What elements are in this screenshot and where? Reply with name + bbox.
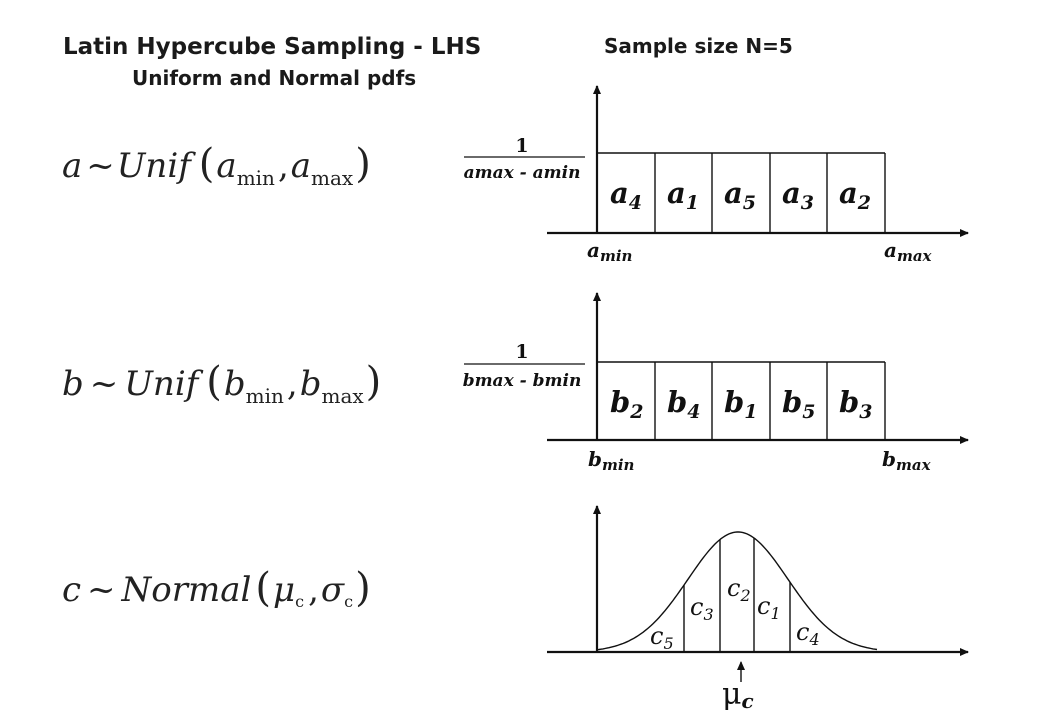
cell-a-3: a3 <box>782 176 814 214</box>
page-subtitle: Uniform and Normal pdfs <box>132 66 417 90</box>
cell-c-1: c1 <box>757 592 781 623</box>
equation-c: c ~ Normal (μc ,σc) <box>62 565 371 611</box>
density-a-numerator: 1 <box>515 135 528 157</box>
normal-pdf-curve <box>596 531 878 651</box>
cell-b-5: b5 <box>782 385 816 423</box>
cell-b-4: b4 <box>667 385 701 423</box>
plot-b: b2 b4 b1 b5 b3 1 bmax - bmin bmin bmax <box>463 292 969 474</box>
cell-b-1: b1 <box>724 385 758 423</box>
mean-label: μc <box>722 677 754 713</box>
cell-b-3: b3 <box>839 385 873 423</box>
normal-strata-dividers <box>683 538 791 652</box>
cell-a-4: a4 <box>610 176 642 214</box>
cell-c-3: c3 <box>690 593 714 624</box>
axis-label-a-min: amin <box>587 238 632 265</box>
cell-b-2: b2 <box>610 385 644 423</box>
plot-c: c5 c3 c2 c1 c4 μc <box>547 505 969 713</box>
page-title: Latin Hypercube Sampling - LHS <box>63 34 482 60</box>
cell-c-4: c4 <box>796 618 820 649</box>
plot-a: a4 a1 a5 a3 a2 1 amax - amin amin amax <box>464 85 969 265</box>
axis-label-b-max: bmax <box>882 447 932 474</box>
equation-b: b ~ Unif (bmin,bmax) <box>62 359 381 408</box>
cell-a-1: a1 <box>667 176 699 214</box>
axis-label-b-min: bmin <box>588 447 634 474</box>
cell-c-5: c5 <box>650 622 674 653</box>
sample-size-label: Sample size N=5 <box>604 34 793 58</box>
density-a-denominator: amax - amin <box>464 163 581 183</box>
density-b-numerator: 1 <box>515 341 528 363</box>
cell-c-2: c2 <box>727 574 751 605</box>
cell-a-2: a2 <box>839 176 871 214</box>
axis-label-a-max: amax <box>884 238 933 265</box>
equation-a: a ~Unif (amin,amax) <box>62 141 371 190</box>
cell-a-5: a5 <box>724 176 756 214</box>
density-b-denominator: bmax - bmin <box>463 371 582 391</box>
